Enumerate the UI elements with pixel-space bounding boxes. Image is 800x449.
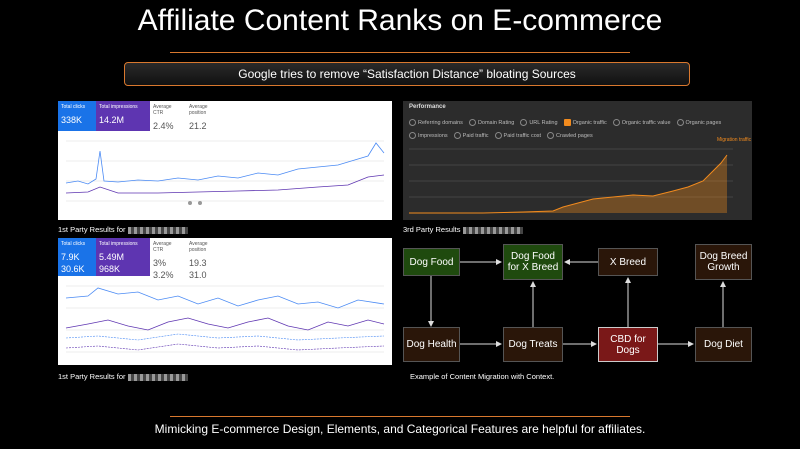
metric-compare: 968K [99,264,121,274]
caption: 1st Party Results for [58,225,188,234]
option[interactable]: Paid traffic [454,131,489,141]
legend: Migration traffic [717,137,752,143]
caption-text: 3rd Party Results [403,225,461,234]
option[interactable]: Impressions [409,131,448,141]
caption: 1st Party Results for [58,372,188,381]
metric-compare: 31.0 [189,270,207,280]
node: X Breed [598,248,658,276]
option-list: Referring domains Domain Rating URL Rating… [409,115,729,141]
diagram-arrows [428,259,726,347]
subtitle: Google tries to remove “Satisfaction Dis… [124,62,690,86]
option[interactable]: Crawled pages [547,131,593,141]
caption: 3rd Party Results [403,225,523,234]
node: Dog Health [403,327,460,362]
metric-value: 3% [153,258,167,268]
metric-compare: 30.6K [61,264,85,274]
node: Dog Breed Growth [695,244,752,280]
metric-label: Average CTR [153,104,172,116]
metric-value: 7.9K [61,252,80,262]
title: Affiliate Content Ranks on E-commerce [137,4,663,37]
metric-value: 2.4% [153,121,174,131]
search-console-screenshot: Total clicks 338K Total impressions 14.2M … [58,101,392,220]
option[interactable]: Paid traffic cost [495,131,542,141]
redaction [462,226,523,234]
metric: Total impressions 5.49M 968K [96,238,150,276]
panel-heading: Performance [409,104,446,110]
caption-text: 1st Party Results for [58,225,126,234]
metric-label: Average CTR [153,241,172,253]
option[interactable]: Organic traffic value [613,118,671,128]
metric: Average position 19.3 31.0 [186,238,226,280]
metric: Total clicks 7.9K 30.6K [58,238,96,276]
node: Dog Treats [503,327,563,362]
metric-compare: 3.2% [153,270,174,280]
option[interactable]: URL Rating [520,118,557,128]
node: Dog Diet [695,327,752,362]
option[interactable]: Referring domains [409,118,463,128]
node: Dog Food for X Breed [503,244,563,280]
metric: Average CTR 3% 3.2% [150,238,186,280]
metric-label: Average position [189,241,208,253]
option[interactable]: Organic traffic [564,118,607,128]
metric-label: Total clicks [61,104,86,110]
caption-text: 1st Party Results for [58,372,126,381]
metric-label: Total clicks [61,241,86,247]
search-console-screenshot: Total clicks 7.9K 30.6K Total impressions 5… [58,238,392,365]
metric: Total impressions 14.2M [96,101,150,131]
metric: Total clicks 338K [58,101,96,131]
metric-value: 5.49M [99,252,125,262]
option[interactable]: Organic pages [677,118,722,128]
metric-label: Total impressions [99,241,138,247]
divider [170,52,630,53]
chart-image [65,140,385,205]
metric: Average position 21.2 [186,101,226,131]
metric: Average CTR 2.4% [150,101,186,131]
chart-image [65,285,385,353]
metric-value: 21.2 [189,121,207,131]
chart-image [409,148,733,214]
metric-value: 19.3 [189,258,207,268]
redaction [127,373,188,381]
metric-label: Total impressions [99,104,138,110]
caption: Example of Content Migration with Contex… [410,372,555,381]
ahrefs-screenshot: Performance Referring domains Domain Rati… [403,101,752,220]
footer: Mimicking E-commerce Design, Elements, a… [154,422,646,436]
divider [170,416,630,417]
redaction [127,226,188,234]
metric-value: 14.2M [99,115,125,125]
node: Dog Food [403,248,460,276]
option[interactable]: Domain Rating [469,118,514,128]
node: CBD for Dogs [598,327,658,362]
metric-label: Average position [189,104,208,116]
metric-value: 338K [61,115,83,125]
